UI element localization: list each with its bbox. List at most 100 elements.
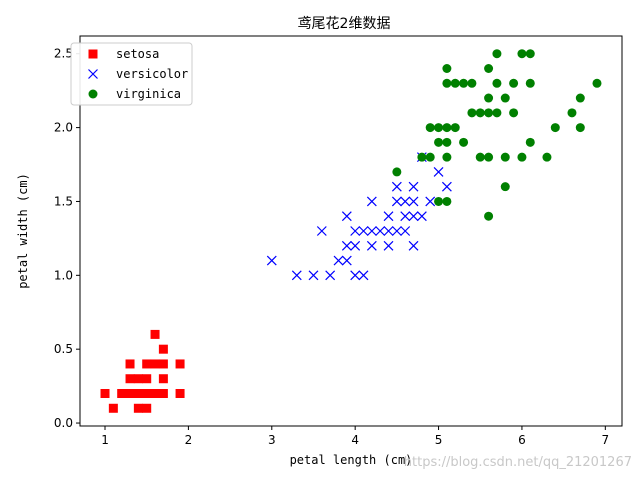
virginica-point bbox=[592, 78, 602, 88]
versicolor-point bbox=[350, 240, 361, 251]
virginica-point bbox=[500, 93, 510, 103]
y-axis-ticks: 0.0 0.5 1.0 1.5 2.0 2.5 bbox=[54, 47, 80, 430]
versicolor-point bbox=[391, 226, 402, 236]
y-axis-label: petal width (cm) bbox=[16, 173, 30, 289]
virginica-point bbox=[442, 123, 452, 133]
virginica-point bbox=[467, 78, 477, 88]
versicolor-point bbox=[266, 255, 277, 266]
x-tick-label: 1 bbox=[101, 433, 109, 447]
virginica-point bbox=[434, 137, 444, 147]
setosa-point bbox=[108, 403, 118, 413]
y-tick-label: 2.0 bbox=[54, 121, 73, 135]
versicolor-point bbox=[408, 211, 419, 222]
virginica-point bbox=[475, 108, 485, 118]
setosa-point bbox=[158, 344, 168, 354]
chart-title: 鸢尾花2维数据 bbox=[298, 16, 391, 32]
virginica-point bbox=[450, 123, 460, 133]
setosa-point bbox=[158, 389, 168, 398]
virginica-point bbox=[550, 123, 560, 133]
y-tick-label: 0.5 bbox=[54, 342, 73, 356]
setosa-point bbox=[158, 374, 168, 384]
virginica-point bbox=[575, 123, 585, 133]
virginica-point bbox=[525, 78, 535, 88]
versicolor-point bbox=[366, 196, 377, 207]
x-tick-label: 2 bbox=[185, 433, 193, 447]
setosa-point bbox=[133, 389, 143, 398]
virginica-point bbox=[442, 78, 452, 88]
versicolor-point bbox=[400, 211, 411, 222]
virginica-point bbox=[459, 137, 469, 147]
virginica-point bbox=[442, 137, 452, 147]
legend-label-setosa: setosa bbox=[116, 47, 159, 61]
data-points bbox=[100, 49, 602, 413]
versicolor-point bbox=[425, 196, 436, 207]
versicolor-point bbox=[391, 181, 402, 192]
versicolor-point bbox=[441, 181, 452, 192]
virginica-point bbox=[467, 108, 477, 118]
versicolor-point bbox=[341, 255, 352, 266]
x-tick-label: 3 bbox=[268, 433, 276, 447]
x-tick-label: 5 bbox=[435, 433, 443, 447]
versicolor-point bbox=[333, 255, 344, 266]
versicolor-point bbox=[375, 226, 386, 236]
virginica-point bbox=[442, 152, 452, 162]
x-axis-ticks: 1 2 3 4 5 6 7 bbox=[101, 426, 609, 447]
virginica-point bbox=[484, 64, 494, 73]
setosa-point bbox=[150, 359, 160, 369]
versicolor-point bbox=[350, 270, 361, 281]
virginica-point bbox=[500, 152, 510, 162]
versicolor-point bbox=[308, 270, 319, 281]
x-tick-label: 6 bbox=[518, 433, 526, 447]
versicolor-point bbox=[383, 240, 394, 251]
setosa-point bbox=[142, 403, 152, 413]
versicolor-point bbox=[383, 211, 394, 222]
versicolor-point bbox=[408, 196, 419, 207]
versicolor-point bbox=[358, 270, 369, 281]
virginica-point bbox=[475, 152, 485, 162]
versicolor-point bbox=[408, 240, 419, 251]
y-tick-label: 1.5 bbox=[54, 194, 73, 208]
virginica-point bbox=[484, 93, 494, 103]
setosa-point bbox=[133, 374, 143, 384]
setosa-point bbox=[158, 359, 168, 369]
setosa-point bbox=[142, 374, 152, 384]
virginica-point bbox=[392, 167, 402, 177]
virginica-point bbox=[484, 211, 494, 221]
virginica-point bbox=[509, 108, 519, 118]
x-tick-label: 7 bbox=[602, 433, 610, 447]
versicolor-point bbox=[366, 226, 377, 236]
virginica-point bbox=[425, 152, 435, 162]
virginica-point bbox=[442, 64, 452, 73]
setosa-point bbox=[100, 389, 110, 398]
series-setosa bbox=[100, 329, 185, 413]
virginica-point bbox=[459, 78, 469, 88]
versicolor-point bbox=[383, 226, 394, 236]
versicolor-point bbox=[350, 226, 361, 236]
setosa-point bbox=[150, 329, 160, 339]
setosa-point bbox=[175, 359, 185, 369]
x-axis-label: petal length (cm) bbox=[290, 453, 413, 467]
versicolor-point bbox=[358, 226, 369, 236]
virginica-point bbox=[434, 196, 444, 206]
virginica-point bbox=[434, 123, 444, 133]
virginica-point bbox=[492, 108, 502, 118]
versicolor-point bbox=[408, 181, 419, 192]
setosa-point bbox=[125, 389, 135, 398]
y-tick-label: 2.5 bbox=[54, 47, 73, 61]
virginica-point bbox=[484, 152, 494, 162]
legend-marker-versicolor bbox=[88, 69, 98, 79]
virginica-point bbox=[525, 49, 535, 59]
setosa-point bbox=[175, 389, 185, 398]
versicolor-point bbox=[433, 166, 444, 177]
legend-label-virginica: virginica bbox=[116, 87, 181, 101]
virginica-point bbox=[575, 93, 585, 103]
legend-label-versicolor: versicolor bbox=[116, 67, 188, 81]
virginica-point bbox=[517, 49, 527, 59]
virginica-point bbox=[492, 78, 502, 88]
versicolor-point bbox=[416, 211, 427, 222]
setosa-point bbox=[125, 374, 135, 384]
setosa-point bbox=[133, 403, 143, 413]
virginica-point bbox=[542, 152, 552, 162]
legend-marker-virginica bbox=[88, 89, 98, 99]
